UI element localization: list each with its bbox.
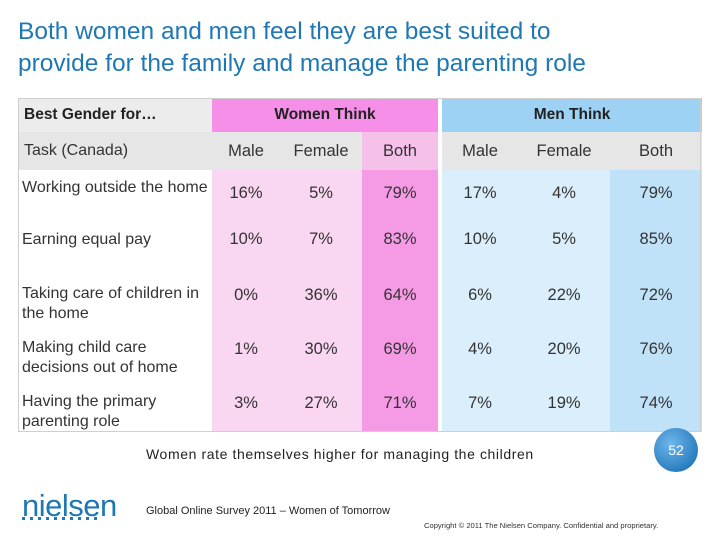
table-cell: 72% (610, 276, 703, 330)
table-cell: 74% (610, 384, 703, 432)
table-cell: 7% (280, 222, 362, 276)
table-cell: 79% (362, 170, 439, 222)
table-cell: 0% (212, 276, 280, 330)
table-cell: 4% (442, 330, 519, 384)
task-label: Working outside the home (18, 170, 212, 222)
table-cell: 10% (212, 222, 280, 276)
task-label: Having the primary parenting role (18, 384, 212, 432)
page-title-line-1: Both women and men feel they are best su… (18, 18, 551, 45)
table-cell: 5% (518, 222, 611, 276)
women-female-header: Female (280, 132, 362, 170)
table-cell: 71% (362, 384, 439, 432)
table-row: Earning equal pay 10% 7% 83% 10% 5% 85% (18, 222, 703, 276)
task-label: Taking care of children in the home (18, 276, 212, 330)
task-header: Task (Canada) (18, 132, 212, 170)
table-cell: 16% (212, 170, 280, 222)
table-cell: 19% (518, 384, 611, 432)
table-cell: 76% (610, 330, 703, 384)
table-cell: 36% (280, 276, 362, 330)
page-number-badge: 52 (654, 428, 698, 472)
table-cell: 10% (442, 222, 519, 276)
table-cell: 83% (362, 222, 439, 276)
task-label: Earning equal pay (18, 222, 212, 276)
table-cell: 30% (280, 330, 362, 384)
task-label: Making child care decisions out of home (18, 330, 212, 384)
table-cell: 17% (442, 170, 519, 222)
column-header-row: Task (Canada) Male Female Both Male Fema… (18, 132, 703, 170)
women-male-header: Male (212, 132, 280, 170)
survey-table: Best Gender for… Women Think Men Think T… (18, 98, 703, 432)
men-think-header: Men Think (442, 98, 703, 132)
table-row: Taking care of children in the home 0% 3… (18, 276, 703, 330)
table-cell: 79% (610, 170, 703, 222)
copyright-line: Copyright © 2011 The Nielsen Company. Co… (424, 521, 659, 530)
table-cell: 4% (518, 170, 611, 222)
table-cell: 1% (212, 330, 280, 384)
corner-label: Best Gender for… (18, 98, 212, 132)
source-line: Global Online Survey 2011 – Women of Tom… (146, 505, 390, 517)
table-cell: 22% (518, 276, 611, 330)
page-title: Both women and men feel they are best su… (18, 16, 708, 80)
table-cell: 64% (362, 276, 439, 330)
table-cell: 69% (362, 330, 439, 384)
page-title-line-2: provide for the family and manage the pa… (18, 50, 586, 77)
table-cell: 6% (442, 276, 519, 330)
table-cell: 7% (442, 384, 519, 432)
table-cell: 5% (280, 170, 362, 222)
table-row: Working outside the home 16% 5% 79% 17% … (18, 170, 703, 222)
table-cell: 27% (280, 384, 362, 432)
men-male-header: Male (442, 132, 519, 170)
group-header-row: Best Gender for… Women Think Men Think (18, 98, 703, 132)
women-both-header: Both (362, 132, 439, 170)
women-think-header: Women Think (212, 98, 439, 132)
table-cell: 20% (518, 330, 611, 384)
table-cell: 3% (212, 384, 280, 432)
table-row: Making child care decisions out of home … (18, 330, 703, 384)
summary-note: Women rate themselves higher for managin… (146, 446, 534, 462)
survey-table-grid: Best Gender for… Women Think Men Think T… (18, 98, 703, 432)
table-cell: 85% (610, 222, 703, 276)
men-female-header: Female (518, 132, 611, 170)
logo-dots-decoration (22, 517, 97, 520)
men-both-header: Both (610, 132, 703, 170)
table-row: Having the primary parenting role 3% 27%… (18, 384, 703, 432)
nielsen-logo: nielsen (22, 488, 117, 523)
